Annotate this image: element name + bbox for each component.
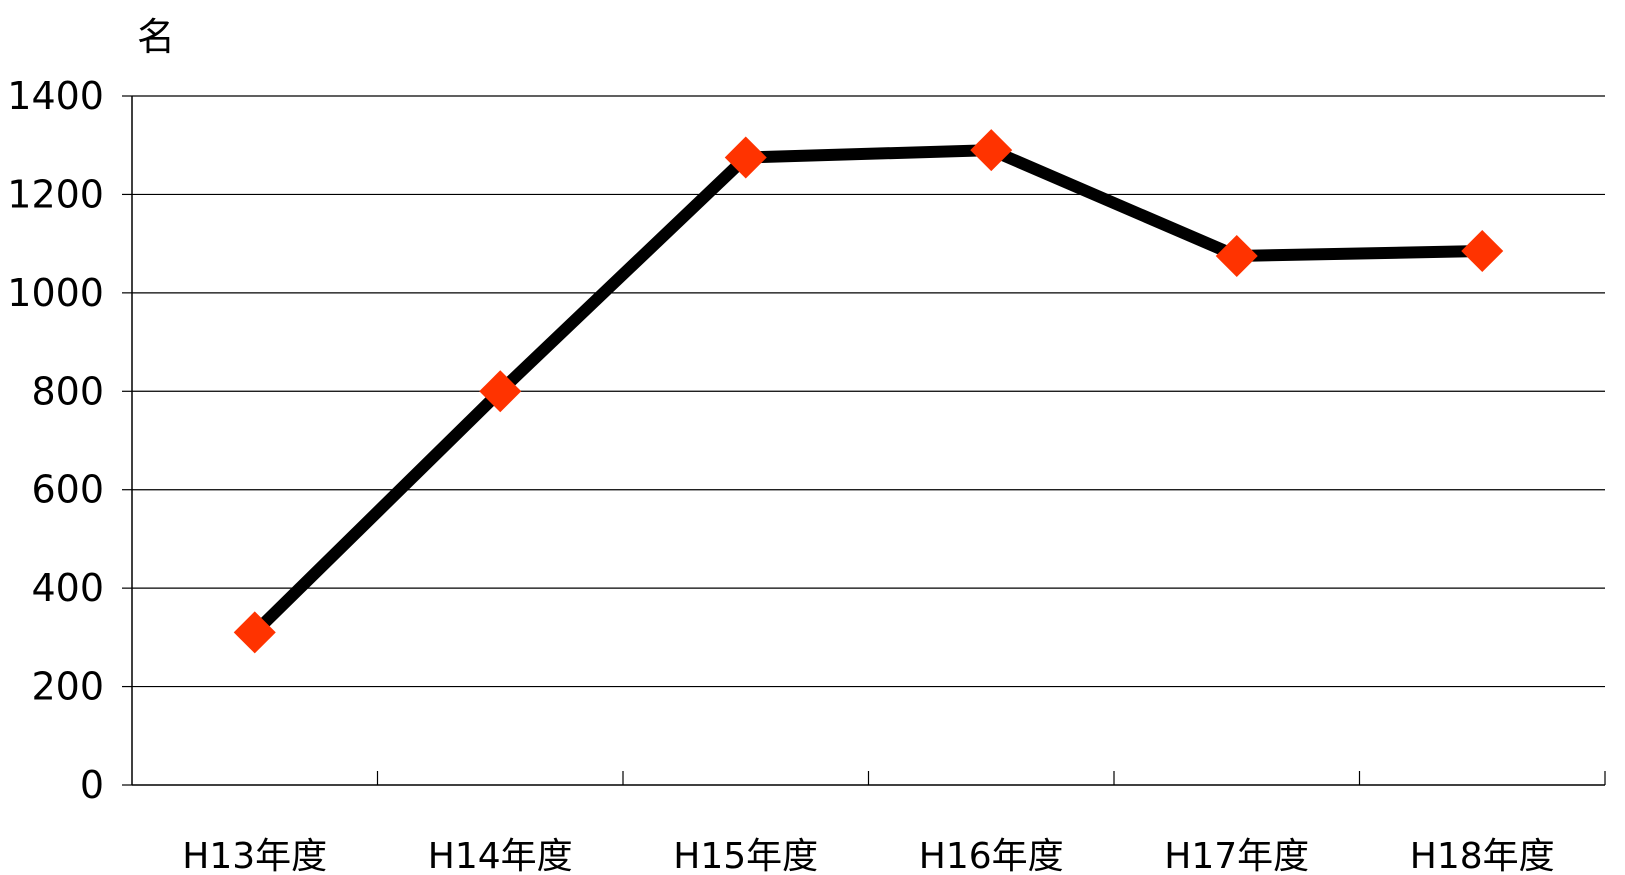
y-axis-unit-label: 名 <box>137 15 175 59</box>
x-tick-label: H18年度 <box>1410 836 1555 875</box>
x-tick-label: H13年度 <box>182 836 327 875</box>
data-point-marker <box>233 611 276 654</box>
data-point-marker <box>724 136 767 179</box>
y-tick-label: 600 <box>31 468 104 512</box>
data-point-marker <box>1215 234 1258 277</box>
data-series <box>233 129 1504 654</box>
x-tick-label: H15年度 <box>673 836 818 875</box>
x-tick-label: H17年度 <box>1164 836 1309 875</box>
y-tick-label: 0 <box>80 763 104 807</box>
y-tick-label: 1400 <box>7 74 104 118</box>
data-point-marker <box>1461 230 1504 273</box>
y-tick-label: 200 <box>31 665 104 709</box>
x-tick-label: H14年度 <box>428 836 573 875</box>
gridlines <box>132 95 1605 688</box>
series-line <box>250 144 1483 637</box>
axes <box>131 96 1605 786</box>
y-tick-label: 1000 <box>7 271 104 315</box>
y-tick-label: 400 <box>31 566 104 610</box>
y-tick-label: 800 <box>31 369 104 413</box>
data-point-marker <box>479 370 522 413</box>
y-tick-label: 1200 <box>7 172 104 216</box>
x-axis-ticks: H13年度 H14年度 H15年度 H16年度 H17年度 H18年度 <box>182 771 1606 875</box>
x-tick-label: H16年度 <box>919 836 1064 875</box>
y-axis-ticks: 0 200 400 600 800 1000 1200 1400 <box>7 74 132 807</box>
data-point-marker <box>970 129 1013 172</box>
